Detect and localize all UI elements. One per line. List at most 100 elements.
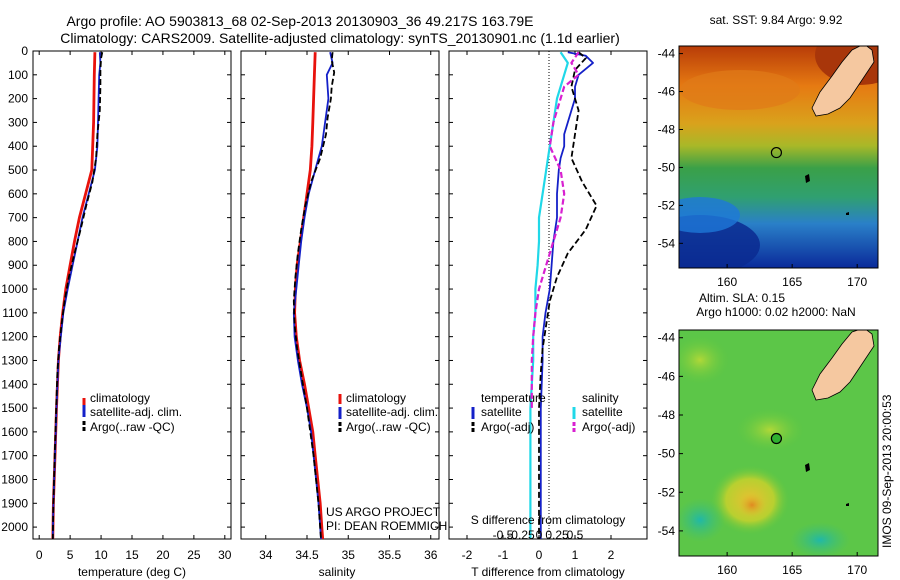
temperature-series	[51, 52, 104, 540]
depth-tick-label: 900	[8, 258, 28, 272]
legend-header-salinity: salinity	[582, 391, 619, 405]
x-tick-label: 34	[259, 548, 273, 562]
salinity-series	[292, 51, 336, 540]
depth-tick-label: 0	[21, 44, 28, 58]
series-line-argo	[538, 51, 598, 539]
legend-satellite: satellite-adj. clim.	[90, 405, 182, 419]
series-line-satellite_s	[529, 51, 569, 539]
salinity-panel-frame	[240, 50, 440, 540]
legend-s-argo: Argo(-adj)	[582, 420, 635, 434]
temperature-legend: climatology satellite-adj. clim. Argo(..…	[82, 391, 182, 434]
map-lat-label: -46	[658, 85, 676, 99]
legend-s-satellite: satellite	[582, 405, 623, 419]
difference-top-label: S difference from climatology	[471, 513, 626, 527]
depth-tick-label: 400	[8, 139, 28, 153]
sla-anomaly-negative	[679, 498, 725, 542]
depth-tick-label: 200	[8, 92, 28, 106]
s-tick-label: -0.25	[507, 528, 535, 542]
series-line-climatology	[51, 52, 97, 540]
depth-tick-label: 1300	[1, 353, 28, 367]
depth-tick-label: 1600	[1, 425, 28, 439]
salinity-legend: climatology satellite-adj. clim. Argo(..…	[338, 391, 438, 434]
x-tick-label: 35.5	[378, 548, 402, 562]
x-tick-label: 1	[572, 548, 579, 562]
sst-map-title: sat. SST: 9.84 Argo: 9.92	[710, 13, 843, 27]
sla-map-title-line2: Argo h1000: 0.02 h2000: NaN	[696, 305, 855, 319]
x-tick-label: 2	[608, 548, 615, 562]
imos-timestamp: IMOS 09-Sep-2013 20:00:53	[880, 394, 894, 548]
salinity-ticks: 34 34.5 35 35.5 36	[241, 50, 439, 562]
legend-argo: Argo(..raw -QC)	[346, 420, 431, 434]
x-tick-label: 20	[156, 548, 170, 562]
sst-map: 160 165 170 -44 -46 -48 -50 -52 -54	[658, 45, 879, 289]
map-lat-label: -52	[658, 485, 676, 499]
depth-tick-label: 700	[8, 211, 28, 225]
depth-tick-label: 1700	[1, 449, 28, 463]
new-zealand-land	[811, 46, 875, 117]
depth-tick-label: 500	[8, 163, 28, 177]
sla-anomaly-positive	[679, 335, 730, 385]
map-lon-label: 170	[847, 563, 867, 577]
sst-warm-patch	[680, 70, 800, 110]
legend-satellite: satellite-adj. clim.	[346, 405, 438, 419]
map-lon-label: 160	[717, 563, 737, 577]
x-tick-label: 36	[424, 548, 438, 562]
map-lon-label: 165	[782, 275, 802, 289]
s-tick-label: 0.5	[567, 528, 584, 542]
depth-tick-label: 1400	[1, 377, 28, 391]
pi-label: PI: DEAN ROEMMICH	[326, 519, 447, 533]
campbell-island	[846, 212, 849, 215]
sla-anomaly-positive	[735, 408, 805, 452]
difference-series	[529, 51, 598, 539]
legend-climatology: climatology	[346, 391, 406, 405]
depth-tick-label: 100	[8, 68, 28, 82]
salinity-panel: 34 34.5 35 35.5 36 salinity climatology sate…	[240, 50, 447, 579]
map-lat-label: -44	[658, 331, 676, 345]
legend-header-temperature: temperature	[481, 391, 546, 405]
sla-anomaly-negative	[790, 522, 850, 556]
legend-climatology: climatology	[90, 391, 150, 405]
legend-t-satellite: satellite	[481, 405, 522, 419]
map-lat-label: -54	[658, 236, 676, 250]
map-lat-label: -52	[658, 198, 676, 212]
figure-title-line2: Climatology: CARS2009. Satellite-adjuste…	[60, 30, 620, 46]
x-tick-label: 25	[187, 548, 201, 562]
series-line-argo_s	[530, 51, 580, 409]
x-tick-label: 15	[125, 548, 139, 562]
x-tick-label: 10	[94, 548, 108, 562]
difference-xlabel: T difference from climatology	[471, 565, 625, 579]
s-tick-labels: -0.5-0.25 0 0.250.5	[493, 528, 584, 542]
sla-map-title-line1: Altim. SLA: 0.15	[699, 291, 785, 305]
figure-title-line1: Argo profile: AO 5903813_68 02-Sep-2013 …	[66, 13, 533, 29]
difference-ticks: -2 -1 0 1 2	[449, 50, 647, 562]
map-lat-label: -50	[658, 447, 676, 461]
legend-t-argo: Argo(-adj)	[481, 420, 534, 434]
new-zealand-land	[811, 330, 875, 401]
salinity-xlabel: salinity	[319, 565, 356, 579]
map-lat-label: -44	[658, 47, 676, 61]
sla-map-ticks: 160 165 170 -44 -46 -48 -50 -52 -54	[658, 331, 868, 577]
depth-tick-label: 1100	[2, 306, 28, 320]
map-lat-label: -46	[658, 369, 676, 383]
x-tick-label: -1	[498, 548, 509, 562]
map-lat-label: -48	[658, 408, 676, 422]
x-tick-label: 34.5	[295, 548, 319, 562]
x-tick-label: -2	[462, 548, 473, 562]
sst-cool-patch	[679, 197, 740, 233]
depth-axis-labels: 0 100 200 300 400 500 600 700 800 900 1000 1100 1200…	[1, 44, 28, 534]
legend-argo: Argo(..raw -QC)	[90, 420, 175, 434]
s-tick-label: 0.25	[545, 528, 569, 542]
argo-float-marker-sla	[770, 432, 783, 445]
campbell-island	[846, 503, 849, 506]
temperature-panel-frame	[32, 50, 232, 540]
map-lon-label: 165	[782, 563, 802, 577]
depth-tick-label: 800	[8, 234, 28, 248]
depth-tick-label: 2000	[1, 520, 28, 534]
s-tick-label: 0	[536, 528, 543, 542]
temperature-ticks: 0 5 10 15 20 25 30	[33, 50, 232, 562]
x-tick-label: 0	[536, 548, 543, 562]
series-line-argo	[51, 52, 104, 540]
series-line-climatology	[293, 52, 325, 540]
difference-panel-frame	[448, 50, 648, 540]
